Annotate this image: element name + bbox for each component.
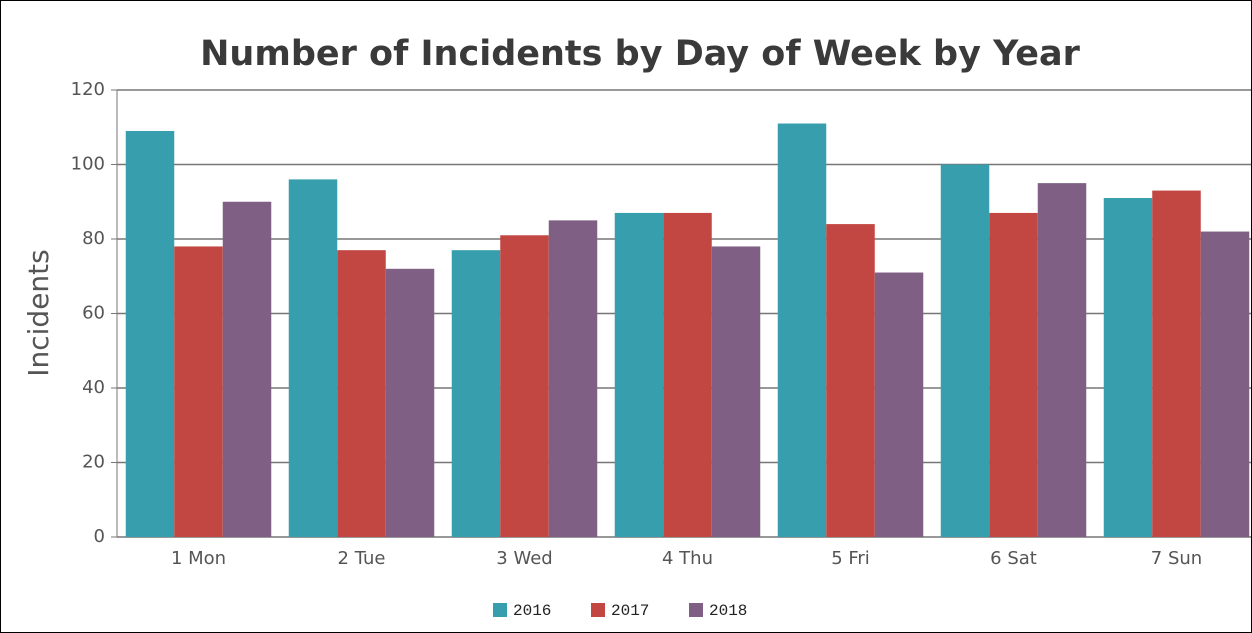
- chart-title: Number of Incidents by Day of Week by Ye…: [200, 34, 1080, 74]
- x-tick-label: 6 Sat: [990, 548, 1037, 569]
- legend-label: 2016: [513, 602, 551, 620]
- y-tick-label: 20: [82, 452, 105, 473]
- bar: [288, 179, 338, 537]
- legend-label: 2018: [709, 602, 747, 620]
- x-tick-label: 7 Sun: [1151, 548, 1202, 569]
- bar: [548, 220, 598, 537]
- x-tick-label: 1 Mon: [171, 548, 226, 569]
- y-tick-label: 60: [82, 303, 105, 324]
- y-tick-label: 40: [82, 377, 105, 398]
- bar: [385, 268, 435, 537]
- y-tick-label: 120: [71, 79, 105, 100]
- legend-swatch: [591, 603, 605, 617]
- x-tick-label: 3 Wed: [496, 548, 552, 569]
- legend-label: 2017: [611, 602, 649, 620]
- bar: [125, 130, 175, 537]
- y-tick-label: 0: [94, 526, 105, 547]
- legend-swatch: [493, 603, 507, 617]
- y-axis-label: Incidents: [22, 249, 55, 377]
- x-tick-label: 5 Fri: [831, 548, 870, 569]
- bar: [614, 212, 664, 538]
- bar: [1200, 231, 1250, 538]
- bar: [663, 212, 712, 538]
- bar: [989, 212, 1038, 538]
- bar: [222, 201, 272, 537]
- x-tick-label: 2 Tue: [338, 548, 386, 569]
- bar: [711, 246, 761, 537]
- legend-swatch: [689, 603, 703, 617]
- y-tick-label: 100: [71, 154, 105, 175]
- bar: [826, 224, 875, 537]
- bar: [500, 235, 549, 537]
- bar: [777, 123, 827, 538]
- bar: [174, 246, 223, 537]
- bar: [874, 272, 924, 537]
- bar: [1037, 183, 1087, 537]
- bar: [337, 250, 386, 538]
- bar: [1103, 198, 1153, 537]
- bar: [1152, 190, 1201, 537]
- x-tick-label: 4 Thu: [662, 548, 713, 569]
- bar: [940, 164, 990, 537]
- bar: [451, 250, 501, 538]
- y-tick-label: 80: [82, 228, 105, 249]
